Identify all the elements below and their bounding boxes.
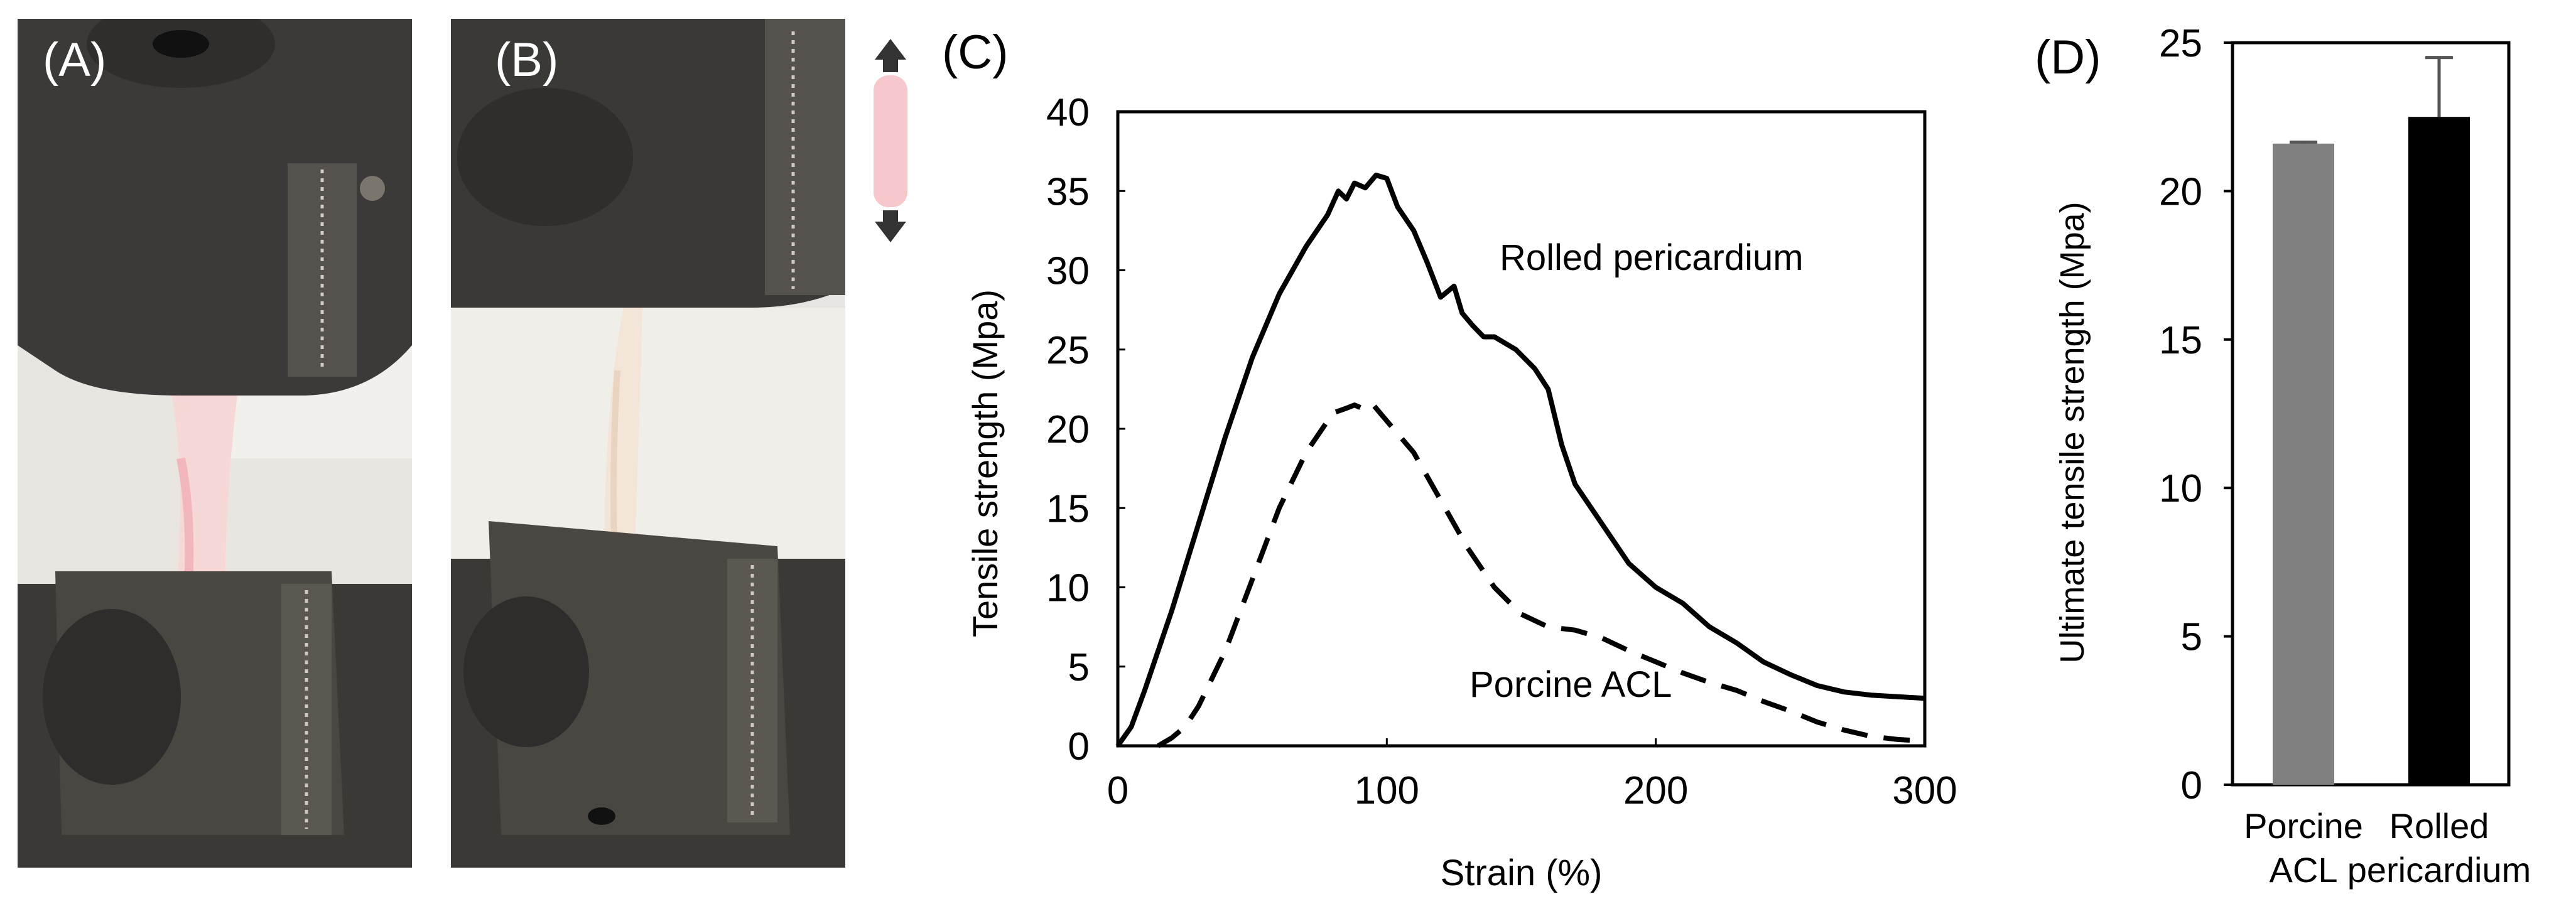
y-tick-label: 15	[2159, 319, 2202, 362]
panel-label-b: (B)	[495, 33, 559, 87]
rolled-pericardium-line	[1115, 173, 1925, 748]
x-axis-label: Strain (%)	[1441, 853, 1603, 893]
x-tick-label: 200	[1623, 769, 1688, 812]
photo-panel-b: (B)	[451, 19, 845, 868]
x-tick-label: 300	[1892, 769, 1957, 812]
y-tick-label: 25	[1046, 329, 1090, 372]
y-tick-label: 20	[2159, 170, 2202, 213]
porcine-acl-line	[1157, 402, 1925, 748]
y-tick-label: 5	[1068, 646, 1090, 689]
rolled-pericardium-bar	[2408, 117, 2470, 785]
x-tick-label: 0	[1107, 769, 1128, 812]
panel-label-a: (A)	[43, 33, 107, 87]
y-tick-label: 10	[1046, 567, 1090, 610]
x-tick-label: 100	[1355, 769, 1419, 812]
photo-b-illustration	[451, 19, 845, 868]
rolled-pericardium-series-label: Rolled pericardium	[1500, 237, 1804, 278]
y-tick-label: 20	[1046, 408, 1090, 451]
y-tick-label: 15	[1046, 487, 1090, 531]
photo-a-illustration	[18, 19, 412, 868]
panel-label-c: (C)	[942, 26, 1009, 79]
porcine-acl-bar	[2273, 143, 2334, 785]
category-label: Rolled	[2389, 806, 2489, 846]
y-tick-label: 0	[2181, 764, 2202, 807]
y-tick-label: 40	[1046, 91, 1090, 134]
y-tick-label: 10	[2159, 467, 2202, 510]
plot-frame	[2231, 41, 2511, 787]
y-axis-label: Tensile strength (Mpa)	[965, 289, 1005, 637]
y-tick-label: 25	[2159, 22, 2202, 65]
panel-label-d: (D)	[2035, 31, 2101, 84]
y-tick-label: 35	[1046, 170, 1090, 213]
y-tick-label: 5	[2181, 616, 2202, 659]
category-label: pericardium	[2347, 850, 2531, 890]
category-label: Porcine	[2244, 806, 2363, 846]
y-tick-label: 0	[1068, 725, 1090, 768]
category-label: ACL	[2270, 850, 2338, 890]
porcine-acl-series-label: Porcine ACL	[1469, 664, 1672, 705]
y-tick-label: 30	[1046, 250, 1090, 293]
photo-panel-a: (A)	[18, 19, 412, 868]
y-axis-label: Ultimate tensile strength (Mpa)	[2054, 202, 2091, 663]
